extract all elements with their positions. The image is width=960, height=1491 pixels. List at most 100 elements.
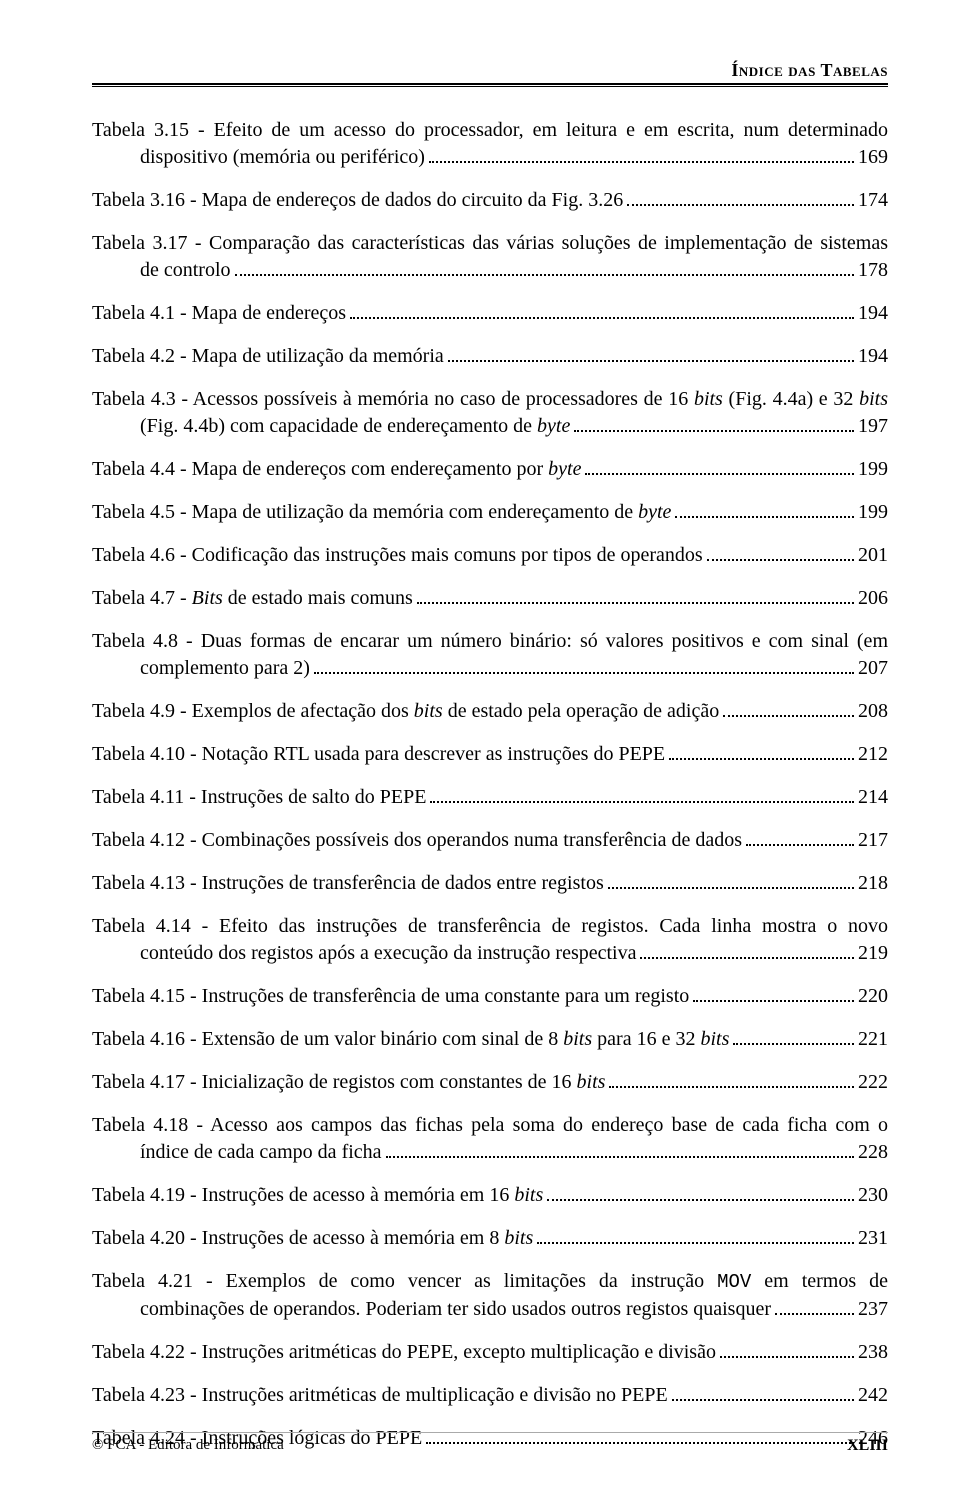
toc-entry: Tabela 4.20 - Instruções de acesso à mem… bbox=[92, 1225, 888, 1252]
toc-entry-text: Tabela 4.7 - Bits de estado mais comuns bbox=[92, 585, 413, 612]
toc-entry: Tabela 4.21 - Exemplos de como vencer as… bbox=[92, 1268, 888, 1323]
toc-entry: Tabela 4.9 - Exemplos de afectação dos b… bbox=[92, 698, 888, 725]
toc-page-number: 230 bbox=[858, 1182, 888, 1209]
toc-list: Tabela 3.15 - Efeito de um acesso do pro… bbox=[92, 117, 888, 1452]
toc-entry-text: Tabela 4.4 - Mapa de endereços com ender… bbox=[92, 456, 581, 483]
leader-dots bbox=[669, 742, 854, 760]
toc-entry-continuation: complemento para 2) 207 bbox=[92, 655, 888, 682]
toc-page-number: 220 bbox=[858, 983, 888, 1010]
toc-page-number: 242 bbox=[858, 1382, 888, 1409]
toc-entry-text: Tabela 4.11 - Instruções de salto do PEP… bbox=[92, 784, 426, 811]
leader-dots bbox=[640, 941, 854, 959]
toc-entry: Tabela 4.13 - Instruções de transferênci… bbox=[92, 870, 888, 897]
toc-entry: Tabela 4.14 - Efeito das instruções de t… bbox=[92, 913, 888, 967]
toc-page-number: 178 bbox=[858, 257, 888, 284]
header-rule bbox=[92, 83, 888, 87]
toc-entry-text: (Fig. 4.4b) com capacidade de endereçame… bbox=[140, 413, 570, 440]
leader-dots bbox=[746, 828, 854, 846]
toc-entry: Tabela 4.6 - Codificação das instruções … bbox=[92, 542, 888, 569]
leader-dots bbox=[537, 1226, 854, 1244]
toc-entry-text: Tabela 4.14 - Efeito das instruções de t… bbox=[92, 913, 888, 940]
leader-dots bbox=[675, 500, 854, 518]
leader-dots bbox=[314, 656, 854, 674]
leader-dots bbox=[720, 1340, 854, 1358]
toc-page-number: 174 bbox=[858, 187, 888, 214]
toc-entry-text: combinações de operandos. Poderiam ter s… bbox=[140, 1296, 771, 1323]
toc-page-number: 194 bbox=[858, 300, 888, 327]
toc-page-number: 169 bbox=[858, 144, 888, 171]
toc-entry-text: Tabela 4.16 - Extensão de um valor binár… bbox=[92, 1026, 729, 1053]
toc-entry-text: Tabela 4.2 - Mapa de utilização da memór… bbox=[92, 343, 444, 370]
leader-dots bbox=[417, 586, 854, 604]
leader-dots bbox=[775, 1297, 854, 1315]
leader-dots bbox=[386, 1140, 854, 1158]
leader-dots bbox=[627, 188, 854, 206]
toc-page-number: 197 bbox=[858, 413, 888, 440]
toc-page-number: 206 bbox=[858, 585, 888, 612]
toc-page-number: 199 bbox=[858, 499, 888, 526]
header-title: Índice das Tabelas bbox=[731, 60, 888, 80]
toc-entry: Tabela 4.3 - Acessos possíveis à memória… bbox=[92, 386, 888, 440]
toc-entry-text: Tabela 4.18 - Acesso aos campos das fich… bbox=[92, 1112, 888, 1139]
toc-entry: Tabela 4.7 - Bits de estado mais comuns 2… bbox=[92, 585, 888, 612]
leader-dots bbox=[430, 785, 854, 803]
toc-entry: Tabela 4.5 - Mapa de utilização da memór… bbox=[92, 499, 888, 526]
toc-entry-text: Tabela 4.8 - Duas formas de encarar um n… bbox=[92, 628, 888, 655]
toc-entry-text: Tabela 4.17 - Inicialização de registos … bbox=[92, 1069, 605, 1096]
footer-page-number: XLIII bbox=[847, 1437, 888, 1455]
toc-page-number: 207 bbox=[858, 655, 888, 682]
toc-entry-continuation: dispositivo (memória ou periférico)169 bbox=[92, 144, 888, 171]
leader-dots bbox=[585, 457, 854, 475]
toc-entry-text: Tabela 4.6 - Codificação das instruções … bbox=[92, 542, 703, 569]
toc-entry-continuation: de controlo178 bbox=[92, 257, 888, 284]
leader-dots bbox=[574, 414, 854, 432]
leader-dots bbox=[350, 301, 854, 319]
leader-dots bbox=[235, 258, 854, 276]
leader-dots bbox=[429, 145, 854, 163]
toc-entry-text: Tabela 3.17 - Comparação das característ… bbox=[92, 230, 888, 257]
toc-page-number: 238 bbox=[858, 1339, 888, 1366]
toc-entry-text: Tabela 4.9 - Exemplos de afectação dos b… bbox=[92, 698, 719, 725]
toc-entry-text: Tabela 4.1 - Mapa de endereços bbox=[92, 300, 346, 327]
toc-page-number: 218 bbox=[858, 870, 888, 897]
toc-entry: Tabela 4.1 - Mapa de endereços 194 bbox=[92, 300, 888, 327]
toc-entry: Tabela 4.23 - Instruções aritméticas de … bbox=[92, 1382, 888, 1409]
toc-page-number: 208 bbox=[858, 698, 888, 725]
toc-page-number: 228 bbox=[858, 1139, 888, 1166]
leader-dots bbox=[448, 344, 854, 362]
toc-entry-text: Tabela 4.12 - Combinações possíveis dos … bbox=[92, 827, 742, 854]
toc-page-number: 212 bbox=[858, 741, 888, 768]
leader-dots bbox=[547, 1183, 854, 1201]
toc-page-number: 194 bbox=[858, 343, 888, 370]
leader-dots bbox=[609, 1070, 854, 1088]
toc-entry-text: complemento para 2) bbox=[140, 655, 310, 682]
toc-entry-continuation: índice de cada campo da ficha228 bbox=[92, 1139, 888, 1166]
toc-page-number: 219 bbox=[858, 940, 888, 967]
toc-entry: Tabela 4.15 - Instruções de transferênci… bbox=[92, 983, 888, 1010]
toc-entry: Tabela 4.2 - Mapa de utilização da memór… bbox=[92, 343, 888, 370]
page-footer: © FCA - Editora de Informática XLIII bbox=[92, 1432, 888, 1455]
toc-entry: Tabela 3.17 - Comparação das característ… bbox=[92, 230, 888, 284]
toc-entry: Tabela 4.16 - Extensão de um valor binár… bbox=[92, 1026, 888, 1053]
toc-entry-text: Tabela 3.15 - Efeito de um acesso do pro… bbox=[92, 117, 888, 144]
toc-entry: Tabela 3.15 - Efeito de um acesso do pro… bbox=[92, 117, 888, 171]
toc-entry: Tabela 4.22 - Instruções aritméticas do … bbox=[92, 1339, 888, 1366]
toc-page-number: 222 bbox=[858, 1069, 888, 1096]
leader-dots bbox=[672, 1383, 854, 1401]
toc-page-number: 201 bbox=[858, 542, 888, 569]
leader-dots bbox=[693, 984, 854, 1002]
toc-entry: Tabela 4.19 - Instruções de acesso à mem… bbox=[92, 1182, 888, 1209]
toc-entry-text: Tabela 4.19 - Instruções de acesso à mem… bbox=[92, 1182, 543, 1209]
toc-entry-text: conteúdo dos registos após a execução da… bbox=[140, 940, 636, 967]
toc-page-number: 231 bbox=[858, 1225, 888, 1252]
toc-page-number: 214 bbox=[858, 784, 888, 811]
toc-entry-text: Tabela 4.21 - Exemplos de como vencer as… bbox=[92, 1268, 888, 1296]
toc-entry: Tabela 3.16 - Mapa de endereços de dados… bbox=[92, 187, 888, 214]
leader-dots bbox=[733, 1027, 854, 1045]
toc-entry-continuation: conteúdo dos registos após a execução da… bbox=[92, 940, 888, 967]
toc-page-number: 217 bbox=[858, 827, 888, 854]
toc-entry: Tabela 4.4 - Mapa de endereços com ender… bbox=[92, 456, 888, 483]
page-header: Índice das Tabelas bbox=[92, 60, 888, 83]
toc-entry: Tabela 4.12 - Combinações possíveis dos … bbox=[92, 827, 888, 854]
toc-entry: Tabela 4.8 - Duas formas de encarar um n… bbox=[92, 628, 888, 682]
